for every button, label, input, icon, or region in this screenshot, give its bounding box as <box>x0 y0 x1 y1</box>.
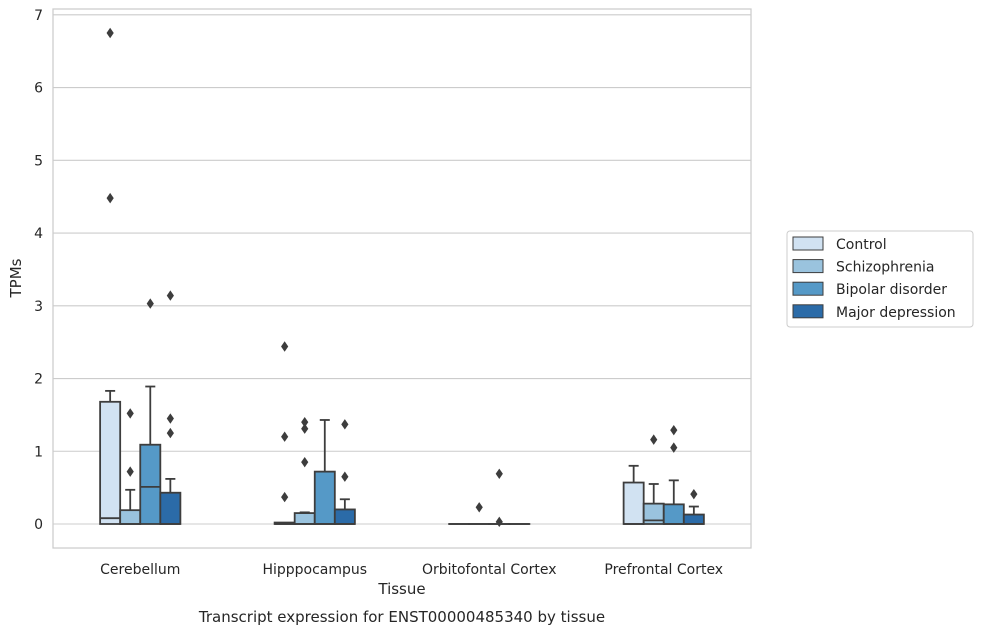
legend-item: Major depression <box>792 304 956 321</box>
outlier-point <box>281 431 289 442</box>
outlier-point <box>166 413 174 424</box>
iqr-box <box>99 400 122 525</box>
x-tick-label: Prefrontal Cortex <box>604 562 723 578</box>
outlier-point <box>475 502 483 513</box>
outlier-point <box>670 424 678 436</box>
outlier-point <box>166 427 174 439</box>
outlier-point <box>301 416 309 428</box>
legend-label: Major depression <box>836 305 956 321</box>
y-tick-label: 6 <box>34 81 43 97</box>
plot-area <box>53 9 751 548</box>
iqr-box <box>682 513 705 525</box>
series-control <box>99 27 645 525</box>
legend-swatch <box>792 259 824 274</box>
x-tick-label: Orbitofontal Cortex <box>422 562 557 578</box>
legend-item: Bipolar disorder <box>792 281 947 298</box>
box <box>273 341 296 525</box>
box <box>682 488 705 525</box>
outlier-point <box>166 290 174 301</box>
legend-label: Schizophrenia <box>836 260 934 276</box>
iqr-box <box>119 509 142 525</box>
legend: Control Schizophrenia Bipolar disorder Majo… <box>786 230 974 328</box>
chart-caption: Transcript expression for ENST0000048534… <box>198 608 605 626</box>
outlier-point <box>301 423 309 434</box>
y-tick-label: 7 <box>34 8 43 24</box>
legend-item: Control <box>792 236 887 253</box>
y-tick-label: 3 <box>34 299 43 315</box>
iqr-box <box>662 503 685 525</box>
outlier-point <box>106 27 114 39</box>
outlier-point <box>341 419 349 430</box>
legend-label: Bipolar disorder <box>836 282 947 298</box>
plot-frame <box>52 8 752 549</box>
legend-swatch <box>792 304 824 319</box>
iqr-box <box>313 470 336 525</box>
y-tick-labels: 0 1 2 3 4 5 6 7 <box>34 8 43 533</box>
legend-label: Control <box>836 237 887 253</box>
y-tick-label: 1 <box>34 444 43 460</box>
outlier-point <box>281 491 289 503</box>
y-tick-label: 5 <box>34 153 43 169</box>
box-series <box>99 27 705 528</box>
box <box>333 419 356 525</box>
outlier-point <box>301 456 309 468</box>
outlier-point <box>495 468 503 480</box>
outlier-point <box>126 408 134 419</box>
legend-frame <box>786 230 974 328</box>
outlier-point <box>281 341 289 352</box>
x-tick-label: Hipppocampus <box>262 562 367 578</box>
x-tick-label: Cerebellum <box>100 562 180 578</box>
box <box>159 290 182 525</box>
outlier-point <box>126 466 134 477</box>
x-tick-labels: Cerebellum Hipppocampus Orbitofontal Corte… <box>100 562 723 578</box>
iqr-box <box>333 508 356 525</box>
outlier-point <box>495 516 503 528</box>
box <box>642 434 665 525</box>
outlier-point <box>670 442 678 453</box>
legend-swatch <box>792 281 824 296</box>
iqr-box <box>139 443 162 525</box>
y-tick-label: 2 <box>34 372 43 388</box>
box <box>99 27 122 525</box>
legend-swatch <box>792 236 824 251</box>
outlier-point <box>146 298 154 309</box>
y-tick-label: 0 <box>34 517 43 533</box>
outlier-point <box>106 192 114 204</box>
x-axis-label: Tissue <box>377 580 425 598</box>
box <box>139 298 162 525</box>
iqr-box <box>159 491 182 525</box>
box <box>313 419 336 525</box>
series-major-depression <box>159 290 705 525</box>
iqr-box <box>293 512 316 525</box>
series-bipolar-disorder <box>139 298 685 528</box>
legend-item: Schizophrenia <box>792 259 934 276</box>
outlier-point <box>650 434 658 445</box>
box <box>488 468 511 528</box>
iqr-box <box>622 481 645 525</box>
y-tick-label: 4 <box>34 226 43 242</box>
outlier-point <box>341 471 349 482</box>
outlier-point <box>690 488 698 500</box>
y-axis-label: TPMs <box>7 258 25 298</box>
